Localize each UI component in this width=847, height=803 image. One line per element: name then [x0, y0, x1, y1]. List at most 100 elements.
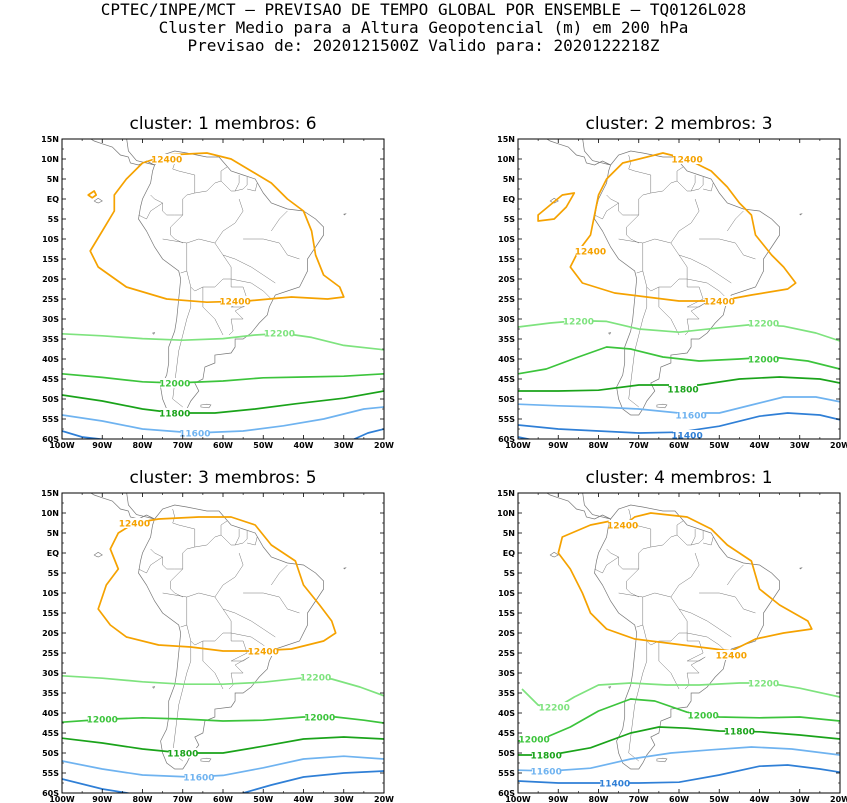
country-border	[186, 592, 232, 633]
country-border	[727, 210, 744, 232]
contour-label: 12000	[687, 711, 718, 721]
lat-tick-label: 10S	[498, 589, 515, 598]
lat-tick-label: 25S	[498, 295, 515, 304]
country-border	[650, 166, 684, 194]
panel-2-title: cluster: 2 membros: 3	[585, 114, 773, 134]
country-border	[247, 536, 258, 546]
country-border	[231, 278, 272, 300]
country-border	[271, 564, 288, 586]
lat-tick-label: 60S	[498, 789, 515, 798]
lon-tick-label: 40W	[294, 795, 314, 803]
country-border	[687, 278, 728, 300]
lat-tick-label: 30S	[42, 315, 59, 324]
lat-tick-label: 45S	[498, 729, 515, 738]
contour-label-bg	[608, 520, 637, 530]
country-border	[687, 656, 706, 674]
lat-tick-label: 5S	[504, 215, 516, 224]
lat-tick-label: 10N	[497, 155, 515, 164]
lat-tick-label: 25S	[42, 649, 59, 658]
map-panel-4-svg: 12400 12400 12200 12200 12000 12000 11800 11800…	[497, 489, 847, 803]
country-border	[186, 238, 232, 279]
lat-tick-label: 25S	[42, 295, 59, 304]
contour-label: 11600	[531, 767, 562, 777]
lat-tick-label: 10N	[41, 509, 59, 518]
contour-label-bg	[749, 318, 778, 328]
contour-line	[62, 332, 384, 351]
contour-label-bg	[305, 712, 334, 722]
lat-tick-label: 10S	[42, 589, 59, 598]
lat-tick-label: 40S	[498, 355, 515, 364]
contour-label-bg	[673, 430, 702, 439]
country-border	[678, 608, 732, 638]
country-border	[606, 194, 639, 216]
lon-tick-label: 30W	[790, 795, 810, 803]
lon-tick-label: 80W	[589, 795, 609, 803]
lat-tick-label: EQ	[503, 195, 515, 204]
contour-label-bg	[705, 296, 734, 306]
lon-tick-label: 20W	[374, 795, 394, 803]
contour-label: 12000	[159, 379, 190, 389]
country-border	[222, 608, 276, 638]
island-outline	[656, 757, 668, 763]
lon-tick-label: 80W	[589, 441, 609, 450]
lat-tick-label: 5N	[47, 529, 59, 538]
lat-tick-label: EQ	[47, 549, 59, 558]
contour-label: 11400	[671, 431, 702, 441]
country-border	[235, 177, 248, 192]
lat-tick-label: 5S	[48, 215, 60, 224]
contour-label: 11800	[167, 749, 198, 759]
lon-tick-label: 60W	[669, 795, 689, 803]
lat-tick-label: 50S	[498, 749, 515, 758]
country-border	[684, 672, 690, 690]
lat-tick-label: 25S	[498, 649, 515, 658]
country-border	[138, 202, 163, 220]
contour-label: 12000	[87, 715, 118, 725]
panel-4-title: cluster: 4 membros: 1	[585, 468, 773, 488]
country-border	[670, 552, 700, 598]
contour-label: 12400	[151, 155, 182, 165]
country-border	[626, 568, 639, 598]
country-border	[642, 238, 688, 279]
country-border	[727, 564, 744, 586]
lon-tick-label: 100W	[505, 795, 531, 803]
contour-label-bg	[749, 354, 778, 364]
lat-tick-label: 35S	[42, 335, 59, 344]
lat-tick-label: 35S	[42, 689, 59, 698]
lat-tick-label: 15N	[497, 489, 515, 498]
lon-tick-label: 100W	[505, 441, 531, 450]
lat-tick-label: 55S	[42, 415, 59, 424]
lat-tick-label: 40S	[42, 355, 59, 364]
lat-tick-label: 30S	[42, 669, 59, 678]
contour-label: 12200	[563, 317, 594, 327]
contour-label-bg	[520, 734, 549, 744]
island-outline	[343, 213, 347, 216]
lon-tick-label: 70W	[629, 441, 649, 450]
panel-3-title: cluster: 3 membros: 5	[129, 468, 317, 488]
lat-tick-label: 20S	[498, 275, 515, 284]
map-panel-1: 12400 12400 12200 12000 11800 11600 15N 10N 5N EQ…	[41, 135, 394, 450]
lon-tick-label: 20W	[830, 441, 847, 450]
country-border	[594, 556, 619, 574]
lat-tick-label: 60S	[42, 789, 59, 798]
lat-tick-label: 15N	[41, 489, 59, 498]
contour-label-bg	[180, 428, 209, 438]
central-america-outline	[546, 493, 611, 520]
contour-line	[518, 412, 840, 434]
country-border	[691, 531, 704, 546]
contour-line	[89, 152, 345, 304]
contour-label-bg	[717, 650, 746, 660]
lon-tick-label: 60W	[213, 795, 233, 803]
lat-tick-label: 5N	[47, 175, 59, 184]
country-border	[220, 175, 240, 192]
country-border	[170, 214, 183, 244]
contour-line	[518, 746, 840, 772]
contour-label-bg	[160, 408, 189, 418]
contour-label: 12400	[119, 519, 150, 529]
country-border	[243, 592, 300, 614]
contour-line	[352, 428, 384, 439]
country-border	[658, 287, 680, 336]
contour-label-bg	[749, 678, 778, 688]
lat-tick-label: 15S	[42, 609, 59, 618]
contour-line	[62, 716, 384, 724]
lat-tick-label: 5S	[48, 569, 60, 578]
